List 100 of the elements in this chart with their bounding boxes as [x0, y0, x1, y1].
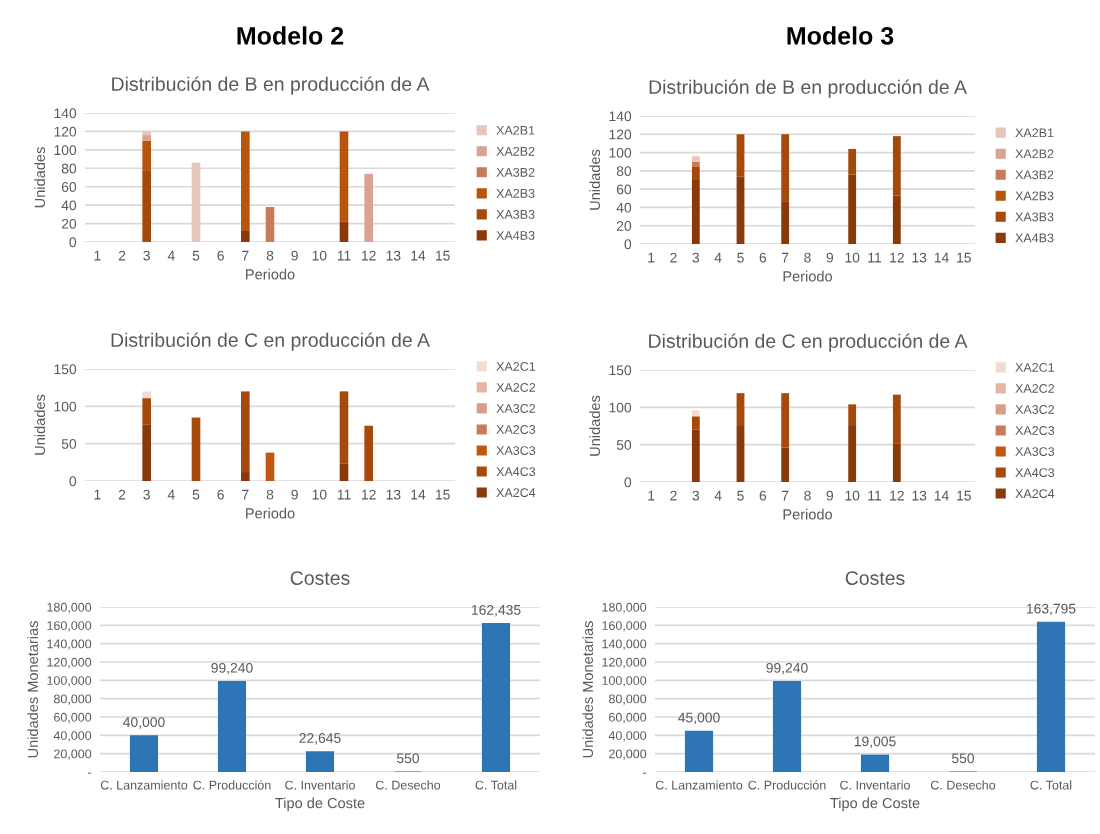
x-tick-label: C. Lanzamiento — [100, 780, 188, 790]
x-tick-label: 7 — [242, 489, 249, 500]
bar — [691, 166, 700, 180]
legend-label: XA4B3 — [1015, 233, 1054, 243]
x-axis-title: Tipo de Coste — [830, 797, 920, 812]
y-tick-label: 180,000 — [602, 602, 647, 614]
x-tick-label: 13 — [386, 250, 401, 261]
legend-label: XA2B3 — [496, 188, 535, 198]
y-tick-label: 180,000 — [47, 602, 92, 614]
x-tick-label: 6 — [217, 250, 224, 261]
legend-label: XA2C2 — [1015, 384, 1055, 393]
y-tick-label: 80 — [61, 163, 77, 174]
data-label: 163,795 — [1026, 603, 1076, 616]
y-axis-title: Unidades — [34, 147, 46, 208]
data-label: 99,240 — [211, 662, 253, 675]
bar — [191, 417, 201, 481]
x-tick-label: 4 — [714, 490, 722, 501]
x-tick-label: 13 — [386, 489, 401, 500]
bar — [142, 424, 151, 481]
bar — [691, 429, 700, 482]
x-tick-label: C. Inventario — [840, 780, 910, 790]
x-tick-label: 5 — [737, 252, 744, 263]
x-tick-label: 7 — [782, 490, 789, 501]
y-tick-label: 80,000 — [608, 694, 647, 705]
y-tick-label: 100 — [54, 401, 77, 412]
x-tick-label: 1 — [94, 489, 101, 500]
y-tick-label: 40 — [616, 202, 632, 213]
bar — [781, 393, 790, 448]
y-tick-label: 100,000 — [602, 676, 647, 687]
y-tick-label: 80 — [616, 166, 632, 177]
x-tick-label: 14 — [411, 489, 426, 500]
y-tick-label: 0 — [624, 239, 632, 250]
x-tick-label: 11 — [868, 490, 882, 501]
y-tick-label: 160,000 — [602, 621, 647, 632]
x-tick-label: 5 — [737, 490, 744, 501]
data-label: 99,240 — [766, 662, 808, 675]
y-tick-label: 120,000 — [47, 657, 92, 669]
y-tick-label: 40,000 — [608, 731, 647, 742]
bar — [892, 136, 901, 196]
x-tick-label: 9 — [291, 489, 298, 500]
bar — [781, 447, 790, 482]
legend-label: XA3B3 — [496, 209, 535, 219]
x-tick-label: 15 — [957, 252, 971, 263]
bar — [142, 135, 151, 141]
chart-title: Distribución de B en producción de A — [112, 76, 430, 95]
x-tick-label: 13 — [912, 252, 927, 263]
x-tick-label: 7 — [242, 250, 249, 261]
x-tick-label: 3 — [692, 252, 700, 263]
bar — [142, 140, 151, 171]
x-tick-label: 9 — [826, 252, 834, 263]
y-axis-title: Unidades — [589, 149, 601, 210]
x-tick-label: 6 — [759, 490, 767, 501]
x-tick-label: 2 — [118, 489, 126, 500]
x-tick-label: 1 — [94, 250, 101, 261]
y-tick-label: 80,000 — [53, 694, 92, 705]
bar — [339, 463, 349, 481]
chart-title: Costes — [290, 571, 350, 585]
bar — [691, 180, 700, 244]
legend-label: XA3C2 — [1015, 405, 1055, 414]
x-tick-label: 4 — [167, 489, 175, 500]
legend-label: XA3C2 — [496, 404, 536, 413]
x-tick-label: 10 — [845, 252, 860, 263]
legend-label: XA2B1 — [1015, 128, 1054, 138]
y-tick-label: 0 — [624, 477, 632, 488]
y-tick-label: 140,000 — [602, 639, 647, 650]
legend-label: XA3B3 — [1015, 212, 1054, 222]
x-tick-label: 10 — [845, 490, 860, 501]
bar — [848, 174, 857, 244]
x-tick-label: 6 — [217, 489, 224, 500]
y-tick-label: 160,000 — [47, 621, 92, 632]
x-tick-label: 8 — [266, 489, 274, 500]
y-tick-label: 60 — [61, 182, 77, 192]
text: Modelo 3 — [787, 26, 894, 45]
y-tick-label: 140,000 — [47, 639, 92, 650]
legend-label: XA3B2 — [1015, 170, 1054, 180]
bar — [241, 472, 250, 481]
y-tick-label: 120 — [54, 126, 77, 137]
legend-label: XA4C3 — [1015, 468, 1055, 478]
x-tick-label: 8 — [266, 250, 274, 261]
bar — [241, 230, 250, 242]
legend-label: XA2B3 — [1015, 191, 1054, 201]
y-tick-label: 50 — [61, 439, 77, 449]
y-tick-label: 100 — [609, 402, 632, 413]
bar — [364, 173, 373, 242]
bar — [217, 681, 247, 772]
data-label: 162,435 — [471, 604, 521, 617]
y-tick-label: 120 — [609, 129, 632, 140]
x-axis-title: Periodo — [783, 508, 833, 520]
x-tick-label: C. Lanzamiento — [655, 780, 743, 790]
x-tick-label: 11 — [868, 252, 882, 263]
data-label: 22,645 — [299, 733, 341, 745]
bar — [364, 425, 373, 481]
x-axis-title: Periodo — [246, 268, 295, 280]
legend-label: XA3C3 — [496, 446, 536, 455]
bar — [339, 391, 349, 464]
chart-title: Distribución de C en producción de A — [649, 333, 968, 352]
x-tick-label: 14 — [934, 252, 949, 263]
x-tick-label: 12 — [362, 489, 376, 500]
legend-label: XA3C3 — [1015, 447, 1055, 456]
x-tick-label: 4 — [167, 250, 175, 261]
